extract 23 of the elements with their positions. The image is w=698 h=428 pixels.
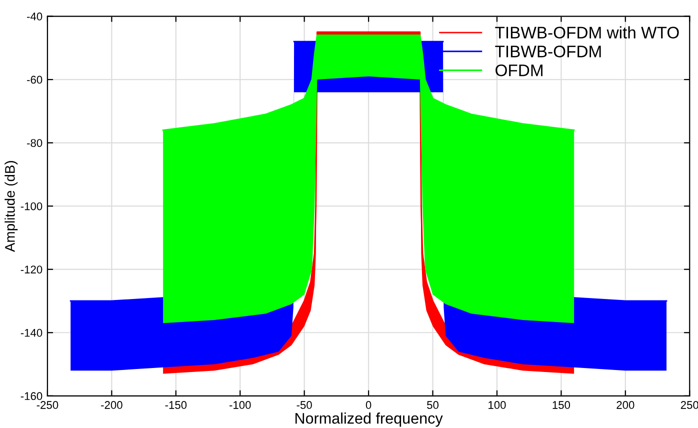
- x-tick-label: 200: [616, 401, 634, 409]
- x-tick-label: 150: [552, 401, 570, 409]
- y-axis-title: Amplitude (dB): [4, 161, 18, 252]
- x-tick-label: 50: [427, 401, 439, 409]
- x-tick-label: -50: [296, 401, 312, 409]
- y-tick-label: -80: [27, 139, 42, 147]
- x-tick-label: 100: [488, 401, 506, 409]
- legend-label: TIBWB-OFDM: [495, 46, 601, 58]
- legend-label: OFDM: [496, 64, 542, 76]
- x-tick-label: -100: [229, 401, 251, 409]
- y-tick-label: -140: [20, 328, 42, 337]
- x-tick-label: 0: [366, 401, 372, 409]
- legend-label: TIBWB-OFDM with WTO: [495, 26, 679, 39]
- y-tick-label: -60: [27, 76, 42, 84]
- y-tick-label: -100: [20, 202, 42, 210]
- x-axis-title: Normalized frequency: [296, 412, 443, 427]
- x-tick-label: -200: [101, 401, 122, 409]
- y-tick-label: -160: [20, 392, 42, 400]
- y-tick-label: -40: [27, 12, 42, 20]
- x-tick-label: 250: [680, 401, 698, 409]
- x-tick-label: -250: [36, 401, 58, 409]
- y-tick-label: -120: [20, 266, 42, 274]
- x-tick-label: -150: [165, 401, 187, 409]
